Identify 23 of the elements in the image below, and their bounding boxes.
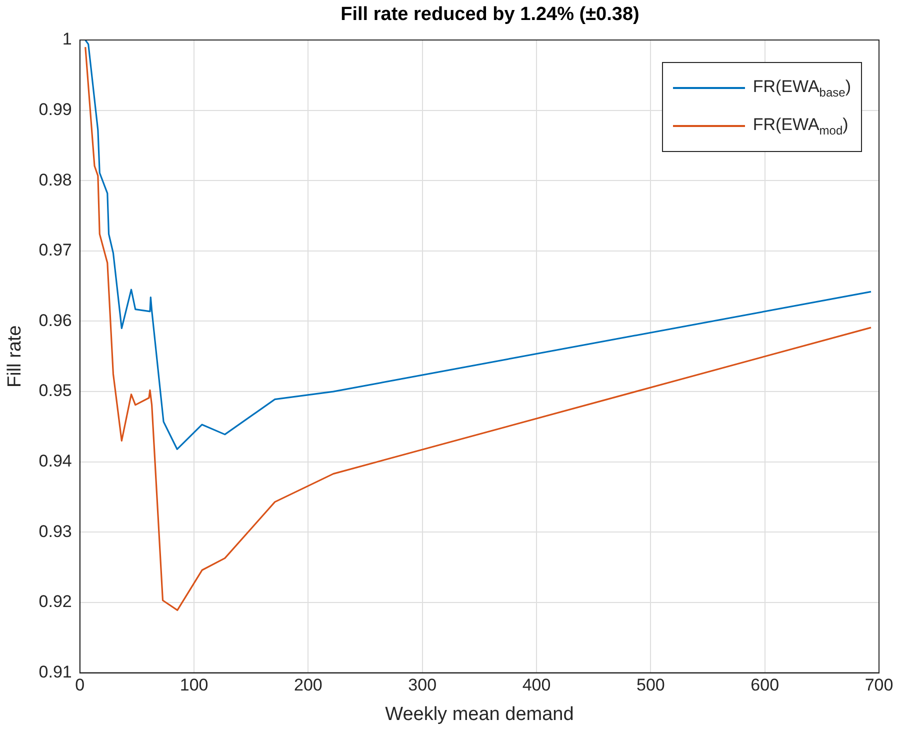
y-tick-label: 0.93	[38, 522, 72, 541]
y-tick-label: 0.98	[38, 170, 72, 190]
x-tick-label: 0	[75, 676, 85, 695]
x-tick-label: 100	[180, 676, 208, 695]
x-tick-label: 400	[522, 676, 551, 695]
y-tick-label: 0.97	[38, 240, 72, 260]
x-tick-label: 500	[636, 676, 665, 695]
x-axis-title: Weekly mean demand	[385, 704, 574, 725]
y-tick-label: 0.92	[38, 592, 72, 612]
x-tick-label: 300	[408, 676, 437, 695]
y-tick-label: 0.99	[38, 100, 72, 119]
y-tick-label: 0.91	[38, 662, 72, 682]
x-tick-label: 600	[750, 676, 780, 695]
legend-label: FR(EWA$_{base}$)	[752, 76, 851, 100]
y-axis-title: Fill rate	[4, 325, 26, 388]
x-tick-label: 200	[294, 676, 322, 695]
y-tick-label: 1	[62, 30, 72, 49]
x-tick-label: 700	[864, 676, 894, 695]
legend-label: FR(EWA$_{mod}$)	[752, 114, 848, 138]
y-tick-label: 0.94	[38, 452, 72, 471]
chart-title: Fill rate reduced by 1.24% (±0.38)	[340, 4, 640, 26]
y-tick-label: 0.95	[38, 381, 72, 400]
y-tick-label: 0.96	[38, 310, 72, 330]
